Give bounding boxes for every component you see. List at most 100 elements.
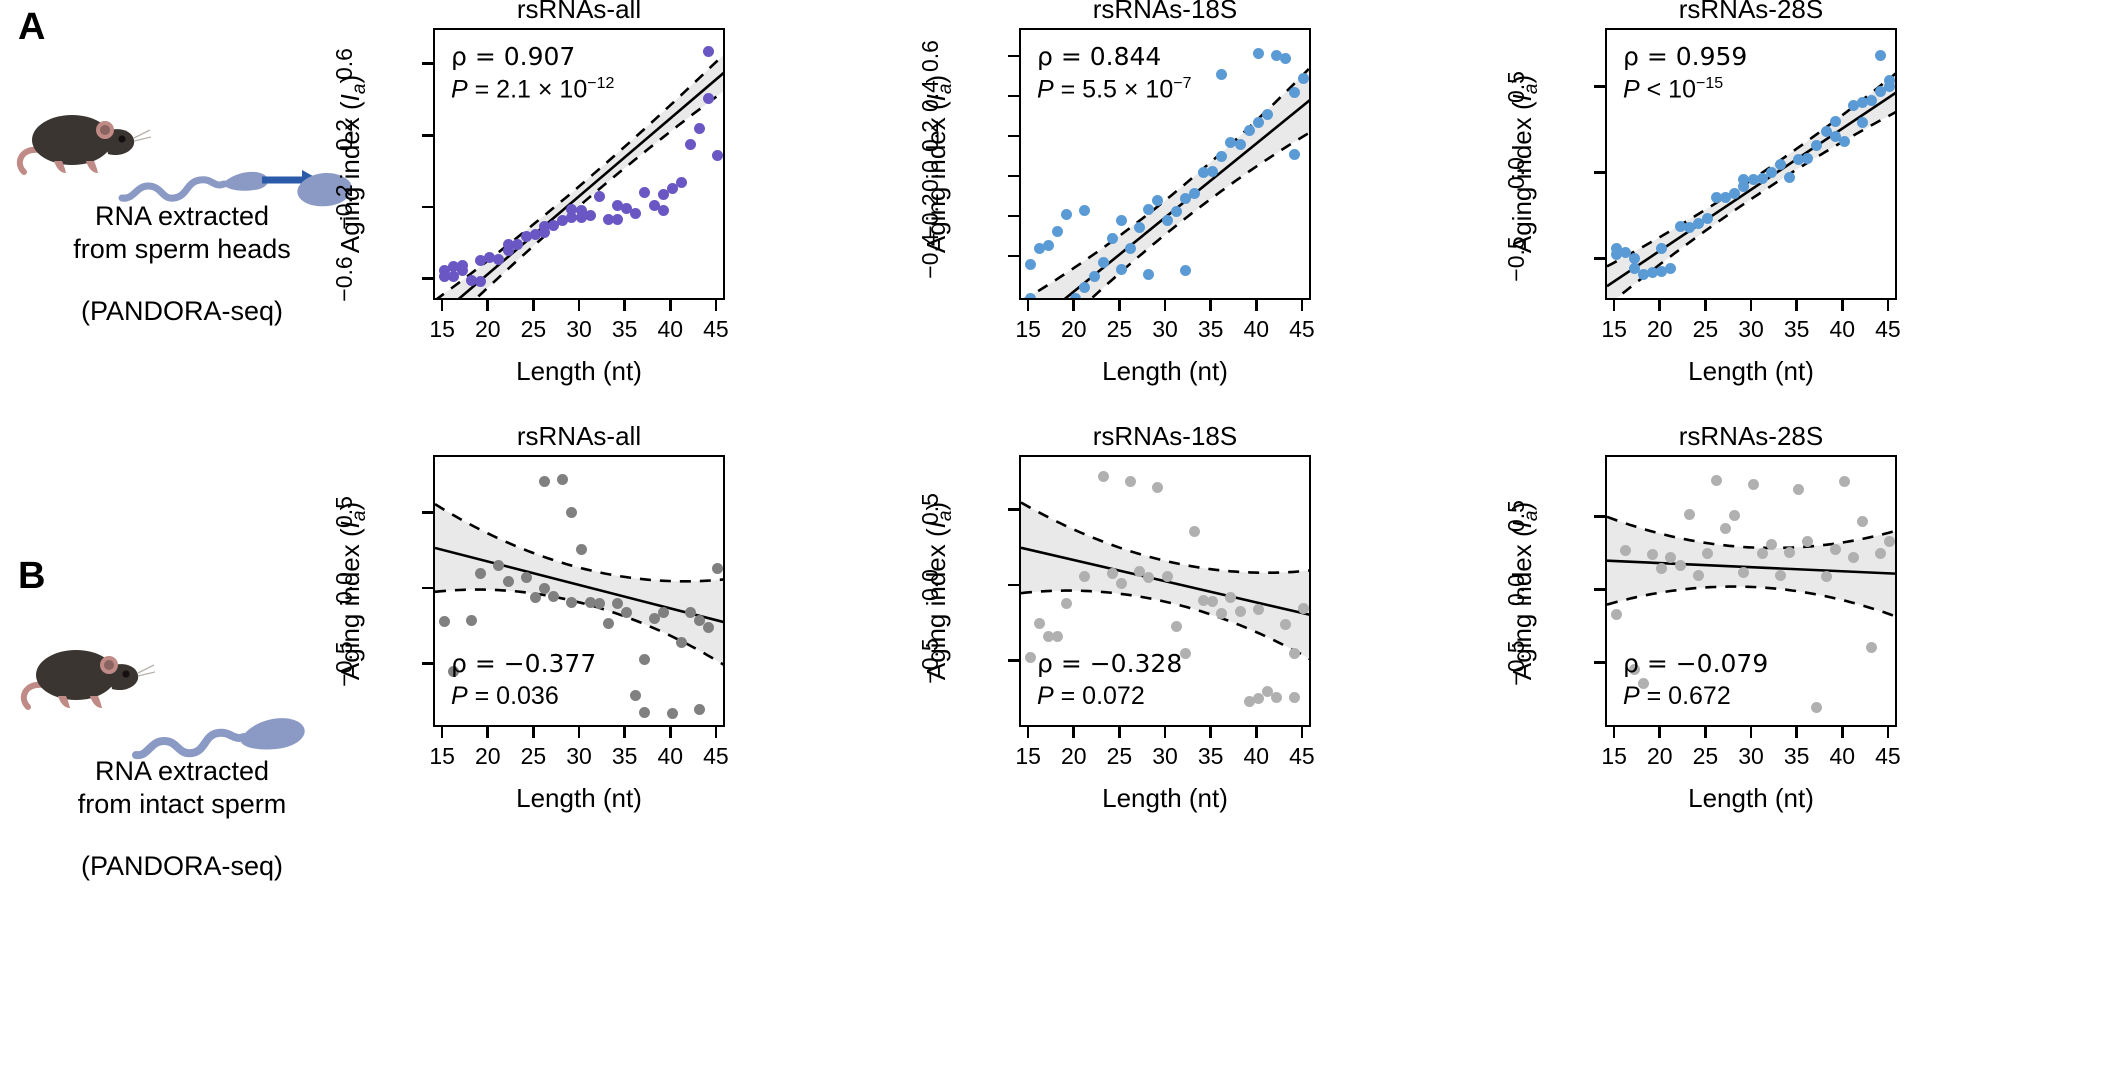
data-point (1170, 620, 1182, 632)
data-point (712, 149, 723, 161)
data-point (1747, 479, 1759, 491)
data-point (1152, 194, 1164, 206)
data-point (1692, 218, 1704, 230)
data-point (493, 253, 505, 265)
chart-b_28s: rsRNAs-28S ρ = −0.079 P = 0.672 −0.5 0.0 0.5 1… (1455, 415, 1947, 817)
data-point (593, 190, 605, 202)
x-tick-label: 35 (1197, 316, 1224, 342)
data-point (502, 244, 514, 256)
data-point (1198, 166, 1209, 178)
data-point (1216, 68, 1228, 80)
panel-letter-b: B (18, 555, 46, 597)
chart-title: rsRNAs-28S (1678, 0, 1824, 24)
data-point (1280, 52, 1292, 64)
data-point (1216, 607, 1228, 619)
data-point (1774, 569, 1786, 581)
x-tick (1795, 300, 1798, 311)
data-point (1033, 617, 1045, 629)
data-point (1674, 559, 1686, 571)
data-point (1298, 72, 1309, 84)
data-point (1216, 150, 1228, 162)
data-point (484, 251, 496, 263)
x-tick (1886, 727, 1890, 738)
data-point (1738, 567, 1750, 579)
data-point (1857, 515, 1868, 527)
data-point (1179, 647, 1191, 659)
y-tick (422, 586, 433, 590)
y-tick (1008, 254, 1019, 258)
x-tick-label: 30 (1738, 743, 1764, 769)
regression-line (1607, 559, 1895, 575)
data-point (520, 231, 532, 243)
data-point (648, 613, 660, 625)
y-tick (422, 62, 433, 66)
data-point (639, 187, 651, 199)
rho-value: ρ = 0.844 (1037, 42, 1162, 71)
x-tick (714, 300, 718, 311)
data-point (1170, 205, 1182, 217)
x-tick-label: 40 (657, 316, 684, 342)
data-point (1070, 292, 1082, 298)
data-point (1665, 552, 1677, 564)
x-tick-label: 20 (474, 316, 501, 342)
data-point (438, 265, 450, 277)
data-point (438, 616, 450, 628)
plot-area: ρ = −0.079 P = 0.672 (1605, 455, 1897, 727)
chart-title: rsRNAs-all (516, 0, 642, 24)
data-point (1243, 696, 1255, 708)
x-tick (1300, 727, 1304, 738)
data-point (1647, 549, 1659, 561)
data-point (529, 592, 541, 604)
data-point (1125, 475, 1136, 487)
chart-a_all: rsRNAs-all ρ = 0.907 P = 2.1 × 10−12 −0.6 −0… (283, 0, 775, 390)
data-point (1847, 100, 1859, 112)
data-point (1207, 595, 1219, 607)
data-point (456, 259, 468, 271)
sperm-head-only-icon (292, 160, 362, 220)
x-tick (1163, 300, 1167, 311)
data-point (694, 122, 706, 134)
y-tick (1594, 85, 1605, 88)
data-point (1061, 208, 1073, 220)
x-tick (1254, 300, 1258, 311)
y-tick (422, 662, 433, 665)
data-point (1701, 548, 1713, 560)
x-tick (1026, 300, 1030, 311)
data-point (1628, 663, 1640, 675)
data-point (1097, 256, 1109, 268)
rho-value: ρ = −0.328 (1037, 649, 1183, 678)
data-point (520, 572, 532, 584)
x-tick (1209, 300, 1212, 311)
x-tick (532, 300, 535, 311)
regression-overlay (1607, 515, 1895, 618)
x-tick-label: 35 (611, 316, 638, 342)
x-tick-label: 25 (1692, 743, 1719, 769)
chart-a_18s: rsRNAs-18S ρ = 0.844 P = 5.5 × 10−7 −0.4 −0.… (869, 0, 1361, 390)
data-point (1042, 631, 1054, 643)
data-point (1024, 258, 1036, 270)
data-point (1252, 693, 1264, 705)
data-point (1802, 536, 1814, 548)
data-point (1225, 136, 1237, 148)
rho-value: ρ = 0.907 (451, 42, 576, 71)
data-point (502, 576, 514, 588)
data-point (529, 228, 541, 240)
stats-annotation: ρ = 0.959 P < 10−15 (1623, 40, 1747, 106)
x-axis-label: Length (nt) (1102, 356, 1228, 386)
data-point (1875, 86, 1887, 98)
data-point (621, 203, 633, 215)
y-axis-label: Aging index (Ia) (1507, 501, 1543, 681)
data-point (1289, 86, 1301, 98)
data-point (1271, 49, 1282, 61)
data-point (1243, 124, 1255, 136)
p-value: P < 10−15 (1623, 75, 1724, 104)
y-tick (1008, 174, 1019, 178)
data-point (657, 205, 669, 217)
data-point (447, 666, 459, 678)
data-point (657, 607, 669, 619)
data-point (1756, 172, 1768, 184)
data-point (1656, 265, 1668, 277)
data-point (493, 560, 505, 572)
data-point (1619, 247, 1631, 259)
data-point (630, 207, 642, 219)
